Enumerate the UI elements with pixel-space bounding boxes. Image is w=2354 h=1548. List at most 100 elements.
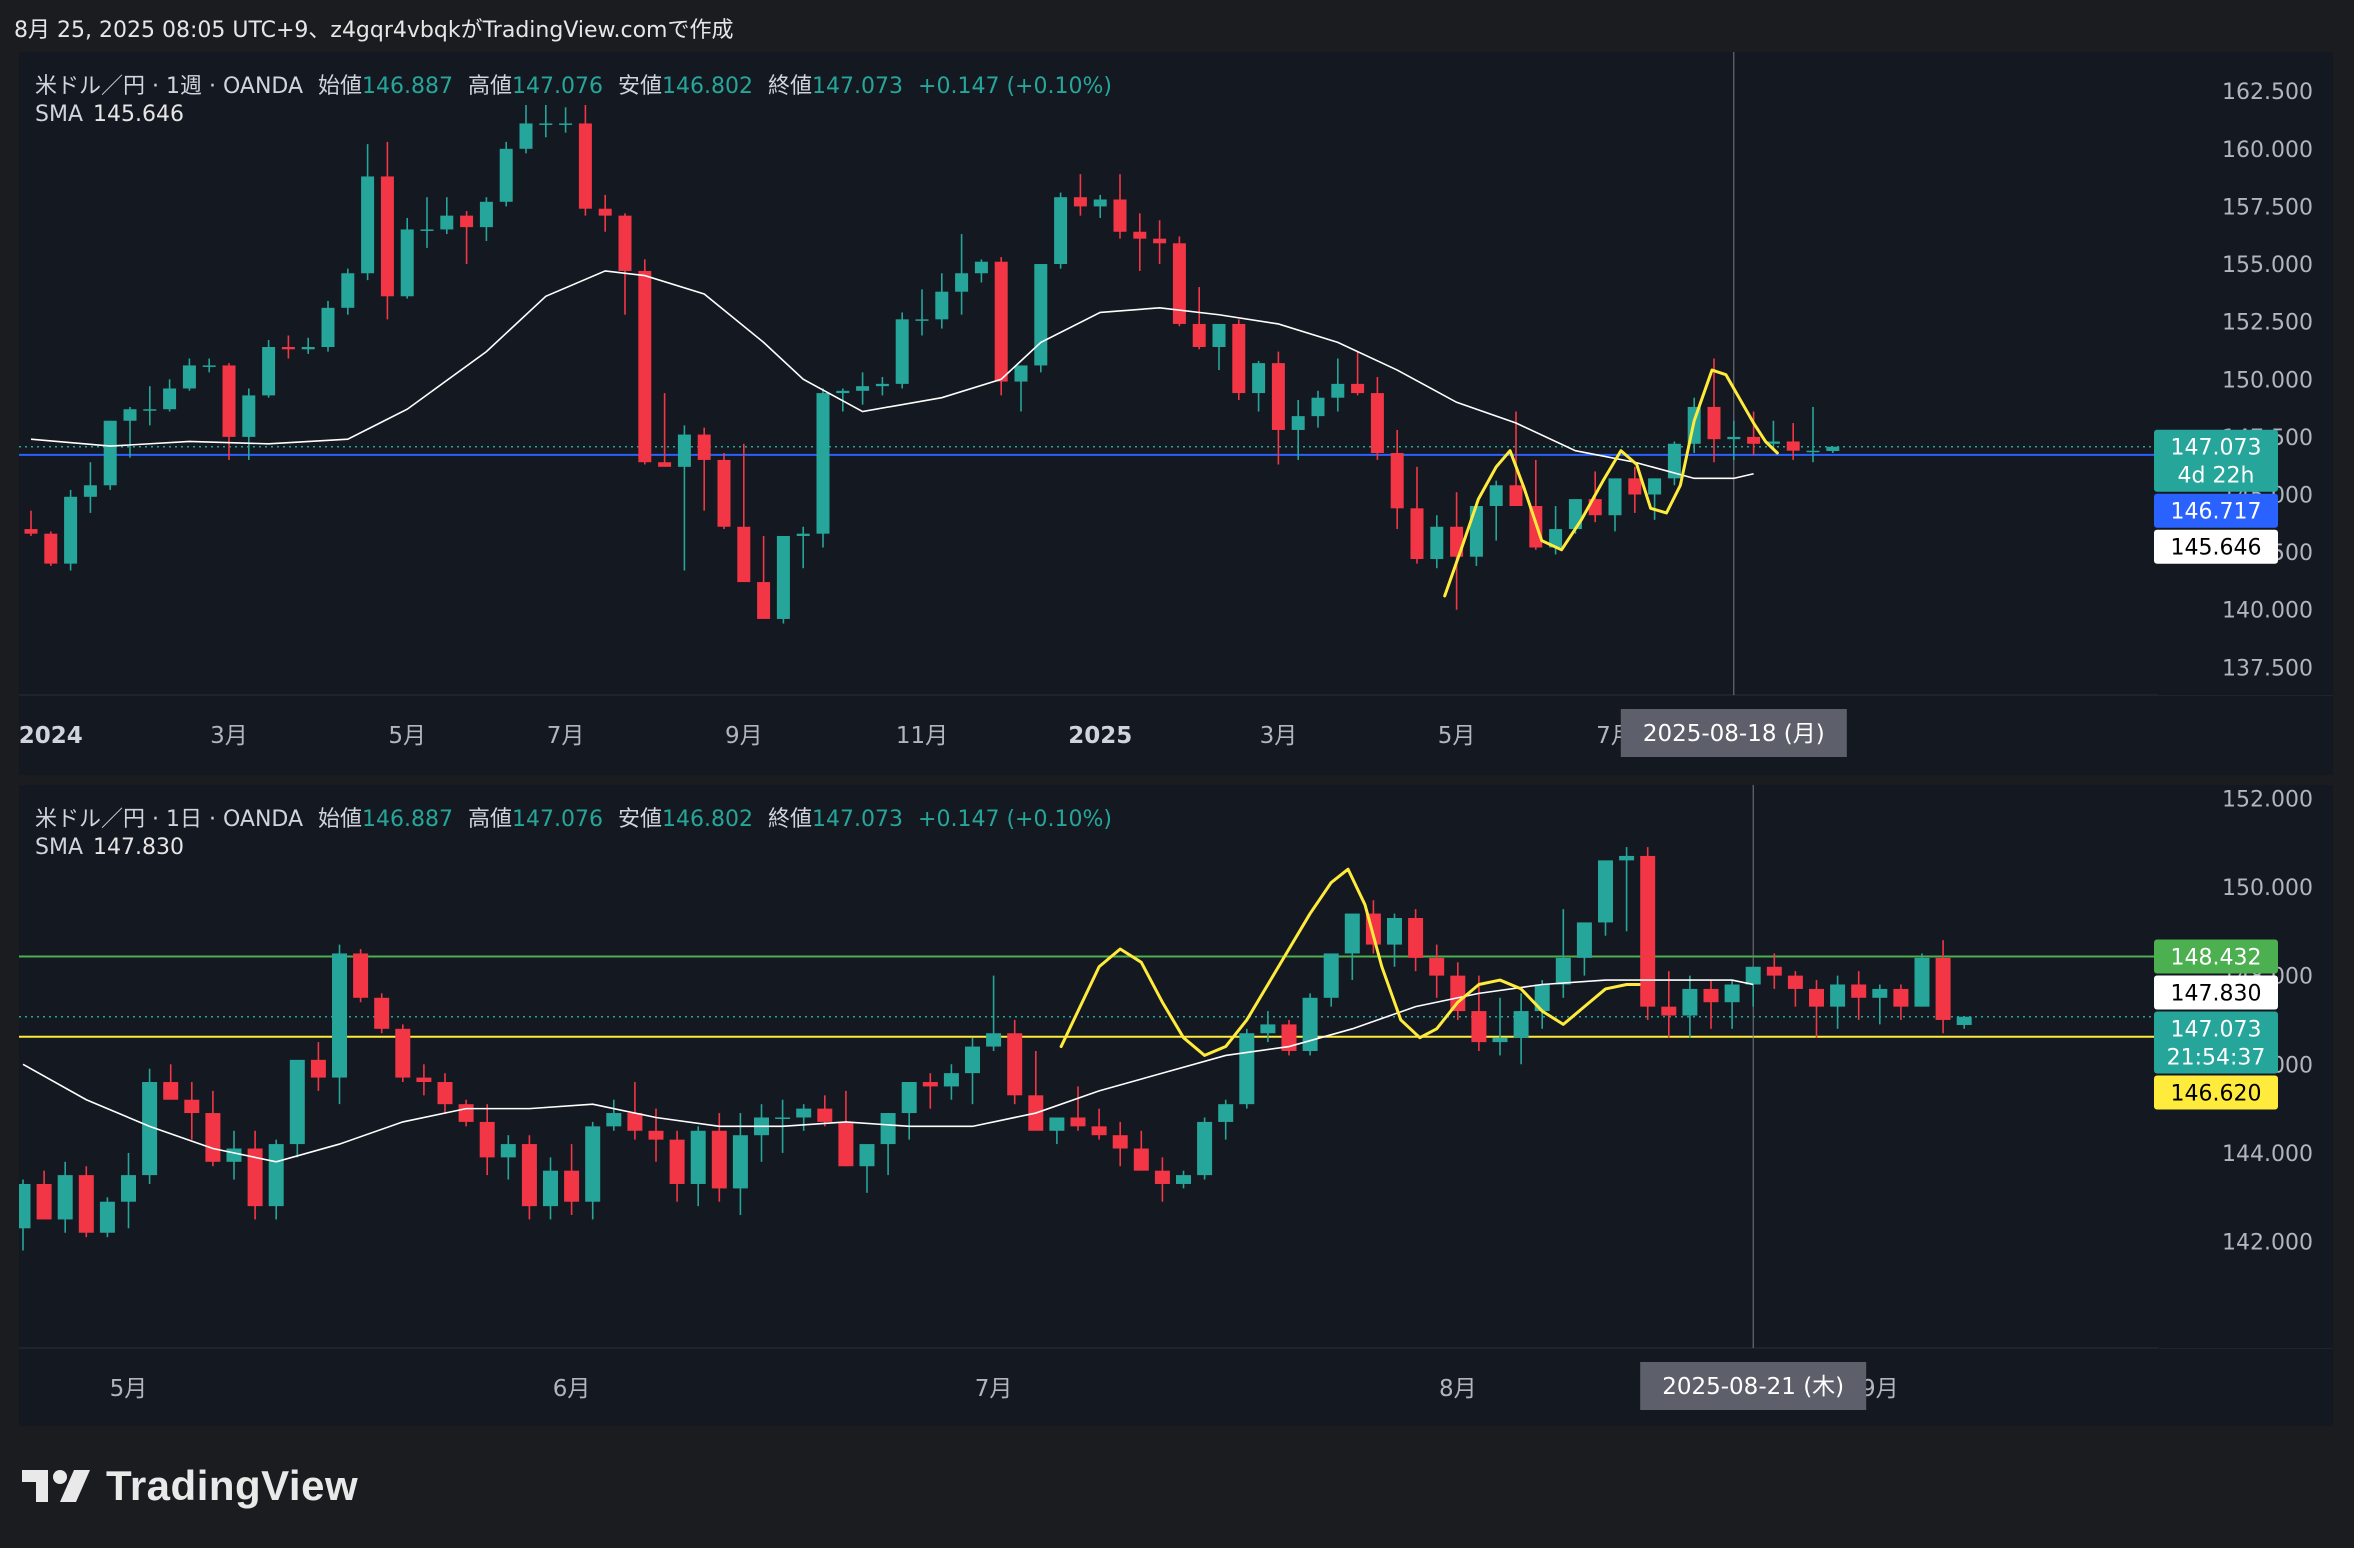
daily-candle-body	[1239, 1033, 1255, 1105]
weekly-candle-body	[163, 388, 177, 410]
daily-candle	[1661, 971, 1677, 1038]
daily-sma-legend[interactable]: SMA 147.830	[35, 835, 184, 860]
daily-candle-body	[1598, 860, 1613, 923]
weekly-candle-body	[539, 123, 553, 125]
weekly-candle	[519, 105, 533, 154]
weekly-candle	[1212, 323, 1226, 371]
weekly-candle-body	[1489, 485, 1503, 507]
daily-candle-body	[247, 1148, 263, 1207]
daily-candle	[78, 1166, 94, 1238]
weekly-candle-body	[182, 365, 196, 389]
daily-candle	[332, 944, 347, 1105]
weekly-candle	[915, 289, 929, 336]
weekly-sma-legend[interactable]: SMA 145.646	[35, 102, 184, 127]
daily-price-tag-sub-2: 21:54:37	[2167, 1045, 2266, 1070]
weekly-chart-pane[interactable]: 162.500 160.000 157.500 155.000 152.500 150.0…	[19, 52, 2333, 775]
weekly-candlestick-chart[interactable]: 162.500 160.000 157.500 155.000 152.500 150.0…	[19, 52, 2333, 775]
weekly-candle-body	[1073, 197, 1087, 207]
weekly-candle-body	[1727, 436, 1741, 440]
weekly-candle-body	[1252, 363, 1266, 394]
weekly-x-tick-label: 9月	[725, 723, 763, 749]
daily-candle	[690, 1126, 706, 1207]
weekly-candle-body	[1014, 365, 1028, 382]
weekly-candle	[1192, 287, 1206, 350]
weekly-candle	[638, 259, 652, 465]
weekly-low-value: 146.802	[662, 74, 754, 99]
daily-candle-body	[543, 1170, 558, 1207]
weekly-candle-body	[875, 383, 889, 387]
daily-candle-body	[1408, 917, 1424, 958]
daily-candle-body	[585, 1126, 601, 1202]
daily-candle	[543, 1157, 558, 1220]
weekly-candle	[163, 379, 177, 412]
weekly-candle	[559, 107, 573, 133]
weekly-candle-body	[638, 270, 652, 463]
daily-candle-body	[1344, 913, 1360, 954]
daily-candle-body	[1513, 1011, 1529, 1038]
daily-candle	[500, 1135, 516, 1180]
daily-candle-body	[965, 1046, 980, 1074]
weekly-candle-body	[1093, 199, 1107, 207]
daily-candle	[268, 1139, 284, 1220]
daily-candle	[36, 1170, 52, 1220]
weekly-x-tick-label: 2025	[1068, 723, 1132, 749]
weekly-high-value: 147.076	[512, 74, 604, 99]
weekly-crosshair-date-label: 2025-08-18 (月)	[1643, 721, 1825, 747]
daily-candle-body	[796, 1108, 812, 1118]
weekly-candle	[875, 376, 889, 396]
daily-candlestick-chart[interactable]: 152.000150.000148.000146.000144.000142.0…	[19, 785, 2333, 1426]
daily-candle	[1935, 940, 1951, 1034]
weekly-candle-body	[915, 319, 929, 321]
weekly-y-tick-label: 160.000	[2222, 138, 2313, 163]
weekly-candle-body	[1410, 508, 1424, 560]
weekly-candle-body	[717, 459, 731, 527]
daily-candle-body	[1661, 1006, 1677, 1016]
daily-candle-body	[1787, 975, 1803, 989]
daily-candle-body	[268, 1144, 284, 1207]
daily-candle	[1218, 1099, 1234, 1140]
daily-candle-body	[353, 953, 369, 998]
daily-y-tick-label: 142.000	[2222, 1231, 2313, 1256]
weekly-interval: 1週	[166, 74, 202, 99]
weekly-candle-body	[242, 395, 256, 437]
daily-candle-body	[1471, 1011, 1487, 1043]
daily-candle-body	[1555, 957, 1571, 985]
weekly-candle	[539, 105, 553, 138]
weekly-candle	[658, 393, 672, 467]
daily-candle	[416, 1064, 432, 1096]
daily-sma-line	[22, 979, 1754, 1163]
daily-candle-body	[1154, 1170, 1170, 1184]
daily-candle	[121, 1152, 136, 1229]
weekly-candle	[895, 312, 909, 389]
weekly-candle-body	[974, 261, 988, 274]
daily-candle-body	[1070, 1117, 1086, 1127]
weekly-y-tick-label: 150.000	[2222, 368, 2313, 393]
daily-y-tick-label: 144.000	[2222, 1142, 2313, 1167]
weekly-candle-body	[1311, 397, 1325, 417]
weekly-sma-line	[30, 270, 1754, 480]
weekly-ohlc-legend: 米ドル／円 · 1週 · OANDA 始値146.887 高値147.076 安…	[35, 74, 1112, 99]
weekly-sma-label: SMA	[35, 102, 83, 127]
weekly-candle	[202, 358, 216, 373]
daily-candle-body	[711, 1130, 727, 1189]
weekly-candle-body	[1291, 416, 1305, 430]
weekly-candle	[974, 259, 988, 283]
weekly-candle-body	[1370, 393, 1384, 454]
tradingview-logo[interactable]: TradingView	[22, 1462, 358, 1510]
weekly-y-tick-label: 162.500	[2222, 80, 2313, 105]
daily-chart-pane[interactable]: 152.000150.000148.000146.000144.000142.0…	[19, 785, 2333, 1426]
weekly-candle-body	[1648, 478, 1662, 495]
weekly-candle-body	[1034, 264, 1048, 366]
weekly-candle-body	[440, 215, 454, 230]
weekly-y-tick-label: 137.500	[2222, 656, 2313, 681]
weekly-close-value: 147.073	[812, 74, 904, 99]
daily-candle	[1640, 847, 1656, 1020]
weekly-candle-body	[1153, 238, 1167, 244]
daily-candle	[1408, 909, 1424, 972]
weekly-candle	[1232, 319, 1246, 401]
daily-candle-body	[943, 1073, 959, 1087]
daily-candle	[1387, 913, 1402, 967]
weekly-open-label: 始値	[318, 74, 363, 99]
daily-candle	[1513, 993, 1529, 1065]
daily-candle	[711, 1113, 727, 1202]
